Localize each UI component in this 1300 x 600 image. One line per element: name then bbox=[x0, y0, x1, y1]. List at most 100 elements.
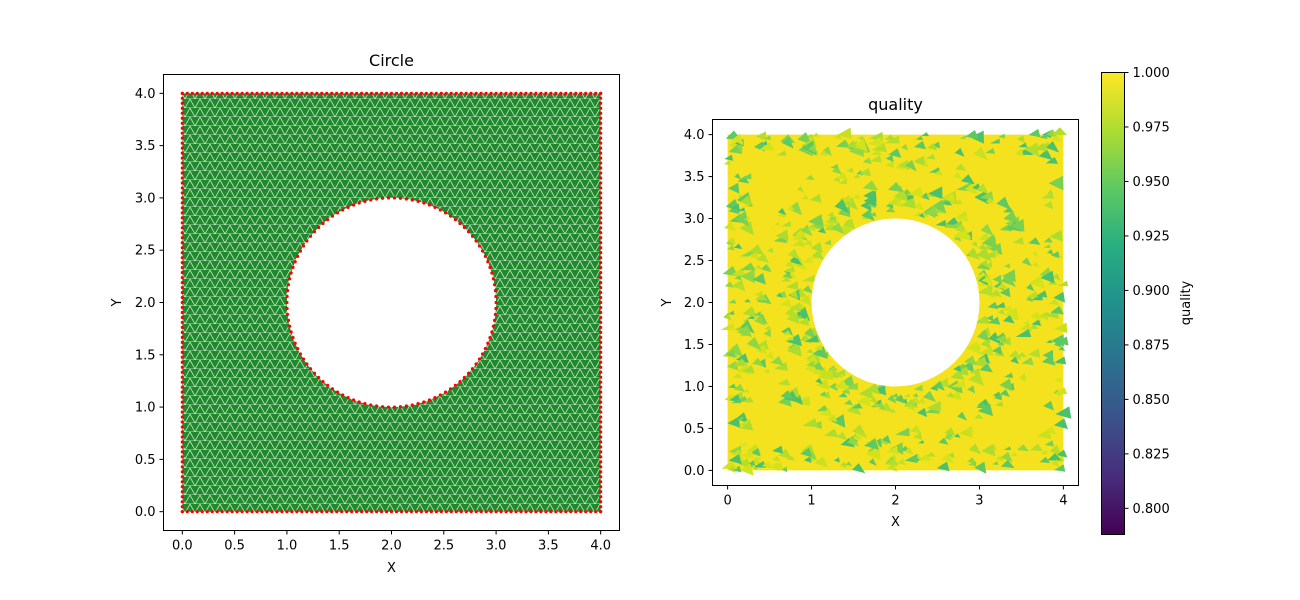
boundary-node bbox=[180, 495, 184, 499]
quality-cell bbox=[953, 433, 961, 438]
boundary-node bbox=[180, 395, 184, 399]
quality-cell bbox=[847, 140, 859, 151]
hole-node bbox=[298, 352, 303, 356]
boundary-node bbox=[599, 415, 603, 419]
quality-cell bbox=[733, 211, 749, 227]
boundary-node bbox=[335, 91, 339, 95]
quality-cell bbox=[861, 208, 875, 222]
quality-cell bbox=[1017, 135, 1025, 143]
boundary-node bbox=[404, 510, 409, 514]
quality-cell bbox=[876, 401, 886, 410]
quality-cell bbox=[999, 378, 1013, 392]
quality-cell bbox=[741, 449, 754, 459]
boundary-node bbox=[524, 510, 528, 514]
boundary-node bbox=[599, 345, 603, 349]
quality-cell bbox=[1056, 449, 1068, 458]
quality-cell bbox=[1025, 296, 1034, 303]
boundary-node bbox=[180, 181, 184, 185]
boundary-node bbox=[599, 460, 603, 464]
quality-cell bbox=[727, 236, 736, 245]
hole-node bbox=[477, 357, 482, 361]
boundary-node bbox=[180, 325, 184, 330]
boundary-node bbox=[180, 211, 184, 215]
boundary-node bbox=[599, 241, 603, 245]
quality-cell bbox=[955, 163, 967, 171]
quality-cell bbox=[808, 144, 819, 154]
y-tick-label: 0.5 bbox=[135, 453, 156, 468]
hole-node bbox=[488, 265, 492, 269]
quality-cell bbox=[1057, 280, 1069, 287]
quality-cell bbox=[1039, 133, 1048, 139]
boundary-node bbox=[599, 420, 603, 424]
quality-cell bbox=[878, 402, 893, 412]
hole-node bbox=[490, 271, 494, 275]
quality-cell bbox=[1032, 250, 1039, 257]
boundary-node bbox=[225, 91, 229, 95]
quality-cell bbox=[887, 181, 904, 193]
boundary-node bbox=[479, 91, 483, 95]
quality-cell bbox=[909, 425, 922, 435]
quality-cell bbox=[925, 153, 936, 160]
boundary-node bbox=[180, 136, 184, 140]
quality-heatmap bbox=[720, 127, 1072, 476]
hole-node bbox=[392, 196, 397, 200]
quality-cell bbox=[918, 440, 925, 444]
quality-cell bbox=[734, 173, 742, 180]
quality-cell bbox=[1045, 157, 1059, 164]
quality-cell bbox=[819, 150, 829, 157]
quality-cell bbox=[977, 346, 994, 356]
boundary-node bbox=[599, 251, 603, 255]
quality-cell bbox=[856, 394, 871, 407]
hole-node bbox=[483, 254, 487, 258]
quality-cell bbox=[936, 461, 950, 472]
y-tick-label: 0.5 bbox=[684, 422, 705, 437]
quality-cell bbox=[780, 390, 793, 400]
boundary-node bbox=[384, 510, 389, 514]
hole-node bbox=[285, 288, 290, 293]
boundary-node bbox=[599, 271, 603, 275]
quality-cell bbox=[912, 393, 919, 397]
quality-cell bbox=[769, 461, 780, 471]
quality-cell bbox=[755, 131, 767, 141]
hole-node bbox=[296, 347, 300, 351]
quality-cell bbox=[953, 365, 962, 373]
x-tick-label: 2.0 bbox=[381, 539, 402, 554]
quality-cell bbox=[753, 311, 762, 317]
quality-cell bbox=[730, 398, 742, 404]
boundary-node bbox=[180, 510, 184, 514]
quality-cell bbox=[731, 133, 745, 146]
colorbar-label: quality bbox=[1179, 280, 1194, 325]
boundary-node bbox=[599, 495, 603, 499]
quality-cell bbox=[865, 383, 881, 395]
boundary-node bbox=[534, 510, 538, 514]
boundary-node bbox=[444, 510, 448, 514]
quality-cell bbox=[838, 392, 848, 398]
quality-cell bbox=[740, 421, 754, 431]
boundary-node bbox=[345, 510, 349, 514]
boundary-node bbox=[599, 425, 603, 429]
boundary-node bbox=[180, 460, 184, 464]
hole-node bbox=[404, 197, 408, 201]
hole-node bbox=[375, 404, 379, 408]
quality-cell bbox=[742, 306, 758, 319]
quality-cell bbox=[756, 253, 770, 263]
quality-cell bbox=[1053, 377, 1062, 382]
quality-cell bbox=[952, 171, 963, 180]
quality-cell bbox=[989, 242, 1003, 256]
quality-cell bbox=[746, 336, 762, 351]
hole-node bbox=[289, 271, 293, 275]
boundary-node bbox=[180, 116, 184, 120]
quality-cell bbox=[956, 229, 971, 241]
quality-cell bbox=[805, 174, 815, 180]
boundary-node bbox=[260, 91, 264, 95]
boundary-node bbox=[180, 91, 184, 95]
quality-cell bbox=[810, 241, 823, 254]
boundary-node bbox=[300, 91, 304, 95]
boundary-node bbox=[559, 510, 563, 514]
boundary-node bbox=[180, 445, 184, 449]
boundary-node bbox=[180, 196, 184, 200]
quality-cell bbox=[811, 249, 825, 261]
boundary-node bbox=[494, 91, 498, 95]
quality-cell bbox=[965, 233, 972, 240]
boundary-node bbox=[180, 221, 184, 225]
